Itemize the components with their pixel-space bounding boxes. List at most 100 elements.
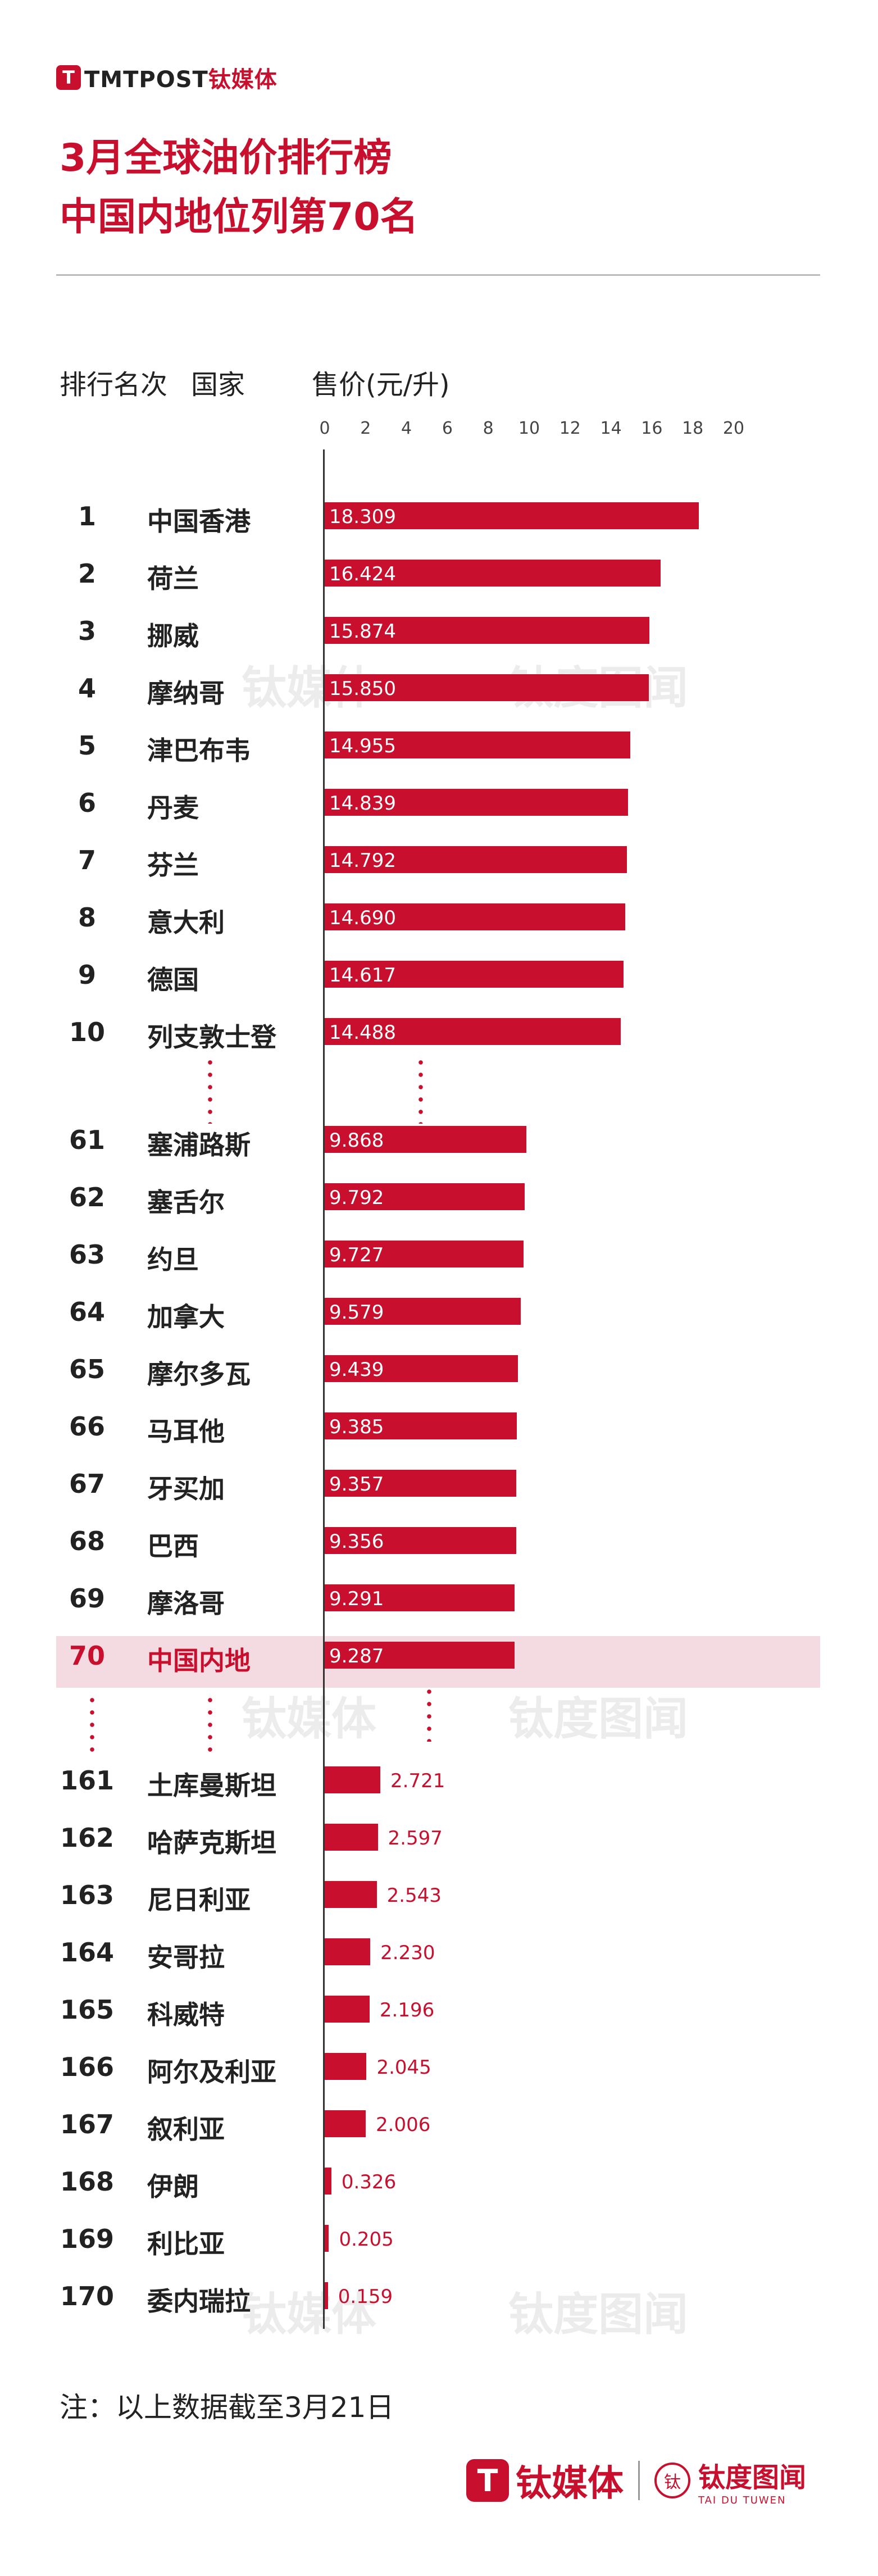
chart-row: 167 叙利亚 2.006 bbox=[0, 2096, 878, 2152]
country-label: 加拿大 bbox=[147, 1302, 225, 1332]
value-label: 15.874 bbox=[329, 620, 396, 643]
x-tick-label: 20 bbox=[722, 419, 745, 438]
header-price: 售价(元/升) bbox=[312, 369, 450, 401]
rank-label: 70 bbox=[69, 1641, 105, 1671]
value-label: 9.385 bbox=[329, 1416, 384, 1438]
x-tick-label: 0 bbox=[319, 419, 330, 438]
country-label: 津巴布韦 bbox=[147, 735, 251, 766]
chart-row: 10 列支敦士登 14.488 bbox=[0, 1003, 878, 1060]
price-bar bbox=[325, 1355, 518, 1382]
chart-row: 67 牙买加 9.357 bbox=[0, 1455, 878, 1511]
price-bar bbox=[325, 1241, 524, 1267]
rank-label: 161 bbox=[60, 1765, 115, 1796]
value-label: 0.159 bbox=[338, 2286, 393, 2308]
chart-row: 161 土库曼斯坦 2.721 bbox=[0, 1752, 878, 1808]
rank-label: 69 bbox=[69, 1583, 105, 1614]
brand-logo: T TMTPOST钛媒体 bbox=[56, 61, 277, 94]
brand-name: TMTPOST钛媒体 bbox=[84, 61, 277, 94]
country-label: 尼日利亚 bbox=[147, 1885, 251, 1915]
ellipsis-dots-country-bottom bbox=[208, 1694, 212, 1756]
price-bar bbox=[325, 1766, 381, 1793]
country-label: 摩洛哥 bbox=[147, 1588, 225, 1619]
watermark-4: 钛度图闻 bbox=[508, 1693, 688, 1745]
chart-row: 4 摩纳哥 15.850 bbox=[0, 660, 878, 716]
value-label: 14.690 bbox=[329, 907, 396, 929]
chart-row: 2 荷兰 16.424 bbox=[0, 545, 878, 601]
price-bar bbox=[325, 502, 699, 529]
chart-row: 168 伊朗 0.326 bbox=[0, 2153, 878, 2209]
chart-row: 9 德国 14.617 bbox=[0, 946, 878, 1002]
header-country: 国家 bbox=[191, 369, 245, 401]
footer-brand-cn: 钛媒体 bbox=[516, 2463, 624, 2505]
price-bar bbox=[325, 1412, 517, 1439]
chart-row: 163 尼日利亚 2.543 bbox=[0, 1866, 878, 1923]
rank-label: 167 bbox=[60, 2109, 115, 2139]
rank-label: 2 bbox=[78, 558, 96, 589]
price-bar bbox=[325, 1527, 516, 1554]
value-label: 2.045 bbox=[376, 2056, 431, 2079]
x-tick-label: 10 bbox=[518, 419, 540, 438]
value-label: 2.196 bbox=[379, 1999, 435, 2021]
chart-row: 5 津巴布韦 14.955 bbox=[0, 717, 878, 773]
chart-row: 3 挪威 15.874 bbox=[0, 602, 878, 658]
x-tick-label: 8 bbox=[483, 419, 494, 438]
footnote: 注：以上数据截至3月21日 bbox=[60, 2391, 394, 2424]
value-label: 2.006 bbox=[376, 2114, 431, 2136]
ellipsis-dots-bar-bottom bbox=[427, 1685, 431, 1742]
y-axis-line bbox=[323, 449, 325, 2329]
price-bar bbox=[325, 1584, 515, 1611]
rank-label: 63 bbox=[69, 1239, 105, 1270]
value-label: 2.597 bbox=[388, 1827, 443, 1850]
x-tick-label: 18 bbox=[682, 419, 704, 438]
price-bar bbox=[325, 617, 649, 644]
rank-label: 61 bbox=[69, 1125, 105, 1155]
rank-label: 1 bbox=[78, 501, 96, 531]
chart-row: 61 塞浦路斯 9.868 bbox=[0, 1111, 878, 1167]
value-label: 9.356 bbox=[329, 1530, 384, 1553]
rank-label: 62 bbox=[69, 1182, 105, 1212]
country-label: 委内瑞拉 bbox=[147, 2286, 251, 2316]
country-label: 塞浦路斯 bbox=[147, 1130, 251, 1160]
rank-label: 9 bbox=[78, 960, 96, 990]
value-label: 0.205 bbox=[339, 2228, 394, 2251]
watermark-5: 钛媒体 bbox=[242, 2288, 376, 2341]
value-label: 9.287 bbox=[329, 1645, 384, 1668]
value-label: 16.424 bbox=[329, 563, 396, 585]
country-label: 土库曼斯坦 bbox=[147, 1770, 276, 1801]
country-label: 科威特 bbox=[147, 2000, 225, 2030]
value-label: 14.839 bbox=[329, 792, 396, 815]
price-bar bbox=[325, 789, 629, 816]
rank-label: 7 bbox=[78, 845, 96, 875]
chart-row: 7 芬兰 14.792 bbox=[0, 832, 878, 888]
value-label: 14.617 bbox=[329, 964, 396, 987]
rank-label: 168 bbox=[60, 2166, 115, 2197]
value-label: 2.543 bbox=[386, 1884, 442, 1907]
price-bar bbox=[325, 1126, 527, 1153]
partner-latin: TAI DU TUWEN bbox=[698, 2494, 786, 2506]
rank-label: 165 bbox=[60, 1995, 115, 2025]
country-label: 意大利 bbox=[147, 907, 225, 938]
rank-label: 64 bbox=[69, 1297, 105, 1327]
price-bar bbox=[325, 1470, 516, 1497]
x-tick-label: 14 bbox=[600, 419, 622, 438]
value-label: 2.230 bbox=[380, 1942, 435, 1964]
price-bar bbox=[325, 2168, 331, 2195]
country-label: 挪威 bbox=[147, 621, 199, 651]
value-label: 18.309 bbox=[329, 506, 396, 528]
value-label: 0.326 bbox=[341, 2171, 397, 2193]
price-bar bbox=[325, 1996, 370, 2023]
price-bar bbox=[325, 903, 625, 930]
price-bar bbox=[325, 1298, 521, 1325]
chart-row: 6 丹麦 14.839 bbox=[0, 774, 878, 830]
x-tick-label: 12 bbox=[559, 419, 581, 438]
chart-row: 1 中国香港 18.309 bbox=[0, 488, 878, 544]
rank-label: 163 bbox=[60, 1880, 115, 1910]
value-label: 9.727 bbox=[329, 1244, 384, 1266]
watermark-6: 钛度图闻 bbox=[508, 2288, 688, 2341]
rank-label: 5 bbox=[78, 730, 96, 761]
country-label: 利比亚 bbox=[147, 2229, 225, 2259]
partner-name: 钛度图闻 bbox=[698, 2461, 807, 2493]
rank-label: 4 bbox=[78, 673, 96, 703]
chart-row: 8 意大利 14.690 bbox=[0, 889, 878, 945]
rank-label: 67 bbox=[69, 1469, 105, 1499]
